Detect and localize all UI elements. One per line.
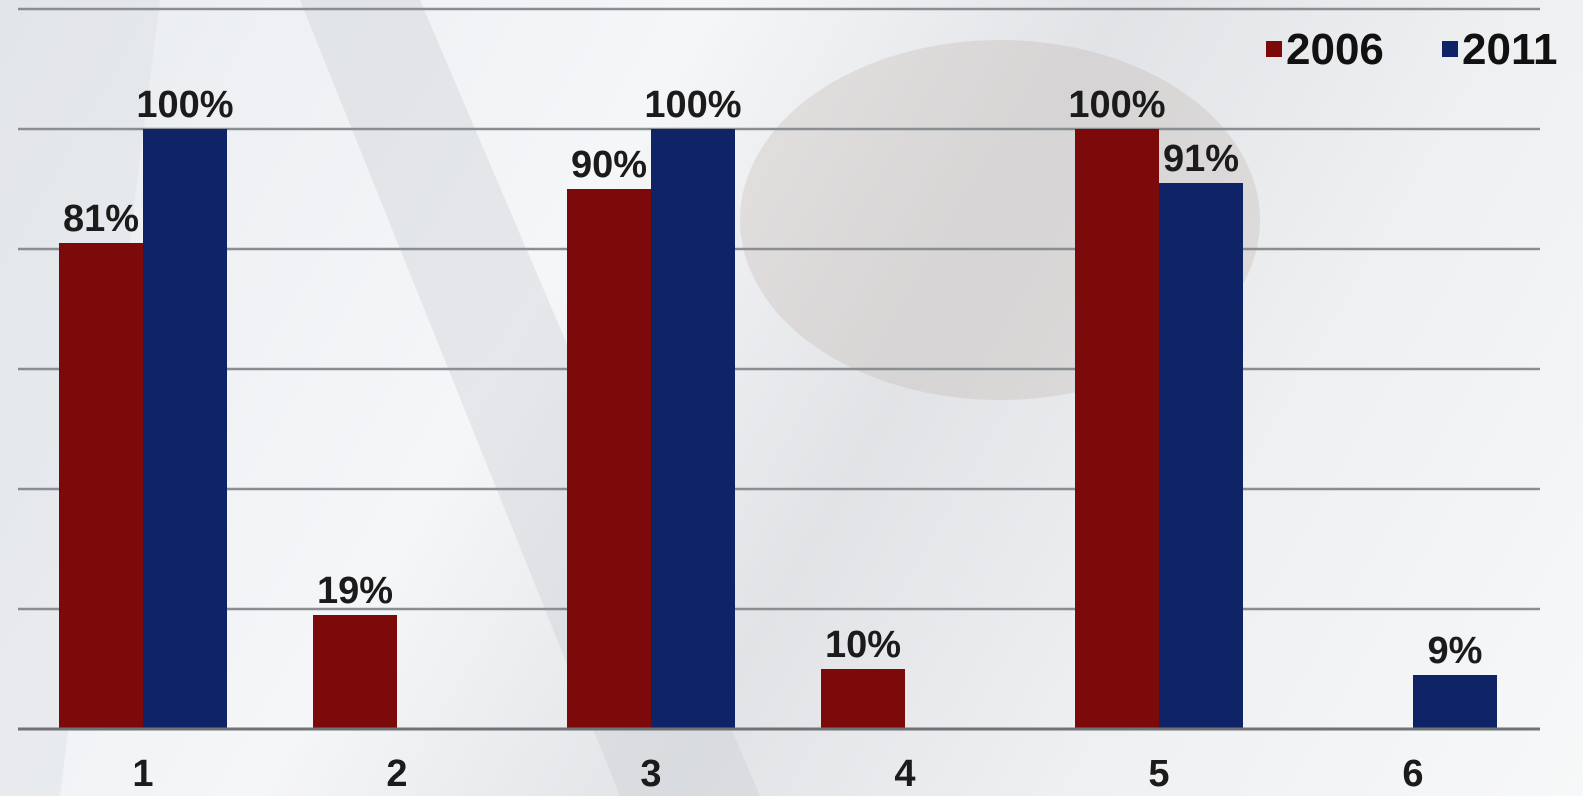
data-labels: 81% 100% 19% 90% 100% 10% 100% 91% 9% (63, 84, 1482, 672)
data-label: 19% (317, 570, 393, 612)
legend-swatch (1442, 41, 1458, 57)
gridlines (18, 7, 1540, 611)
data-label: 90% (571, 144, 647, 186)
x-tick-label: 5 (1148, 753, 1169, 795)
legend-swatch (1266, 41, 1282, 57)
bar-2006-1 (59, 243, 143, 729)
bar-2011-3 (651, 129, 735, 729)
bar-2006-2 (313, 615, 397, 729)
bar-2006-5 (1075, 129, 1159, 729)
bar-2011-5 (1159, 183, 1243, 729)
data-label: 9% (1428, 630, 1483, 672)
bar-2011-1 (143, 129, 227, 729)
legend: 2006 2011 (1266, 25, 1557, 74)
legend-label: 2006 (1286, 25, 1384, 74)
bar-2011-6 (1413, 675, 1497, 729)
data-label: 10% (825, 624, 901, 666)
data-label: 91% (1163, 138, 1239, 180)
data-label: 100% (136, 84, 233, 126)
data-label: 100% (644, 84, 741, 126)
x-tick-label: 4 (894, 753, 915, 795)
legend-label: 2011 (1462, 25, 1557, 74)
bars (59, 129, 1497, 729)
data-label: 81% (63, 198, 139, 240)
x-tick-label: 2 (386, 753, 407, 795)
x-tick-labels: 1 2 3 4 5 6 (132, 753, 1423, 795)
data-label: 100% (1068, 84, 1165, 126)
bar-2006-4 (821, 669, 905, 729)
x-tick-label: 1 (132, 753, 153, 795)
x-tick-label: 3 (640, 753, 661, 795)
x-tick-label: 6 (1402, 753, 1423, 795)
bar-2006-3 (567, 189, 651, 729)
